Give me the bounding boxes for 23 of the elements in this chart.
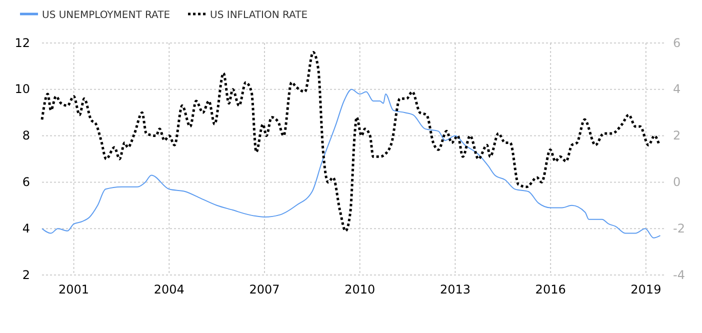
y2-tick-label: -4	[673, 268, 685, 282]
line-series	[42, 88, 661, 238]
legend-label: US UNEMPLOYMENT RATE	[42, 10, 170, 21]
x-tick-label: 2007	[249, 282, 280, 297]
x-tick-label: 2016	[535, 282, 566, 297]
y-tick-label: 8	[22, 128, 30, 143]
y-tick-label: 10	[14, 82, 30, 96]
x-tick-label: 2010	[344, 282, 376, 297]
y-tick-label: 4	[22, 221, 30, 236]
y-tick-label: 2	[22, 268, 30, 282]
x-tick-label: 2004	[154, 282, 184, 297]
y2-tick-label: 2	[673, 128, 681, 143]
line-series	[40, 51, 661, 232]
y-tick-label: 6	[22, 175, 30, 190]
y2-tick-label: 0	[673, 175, 681, 190]
y2-tick-label: -2	[673, 221, 685, 236]
y-tick-label: 12	[14, 36, 30, 50]
y2-tick-label: 6	[673, 36, 681, 50]
legend-label: US INFLATION RATE	[210, 10, 308, 21]
y2-tick-label: 4	[673, 82, 681, 96]
x-tick-label: 2013	[440, 282, 470, 297]
x-tick-label: 2001	[58, 282, 90, 297]
x-tick-label: 2019	[630, 282, 662, 297]
